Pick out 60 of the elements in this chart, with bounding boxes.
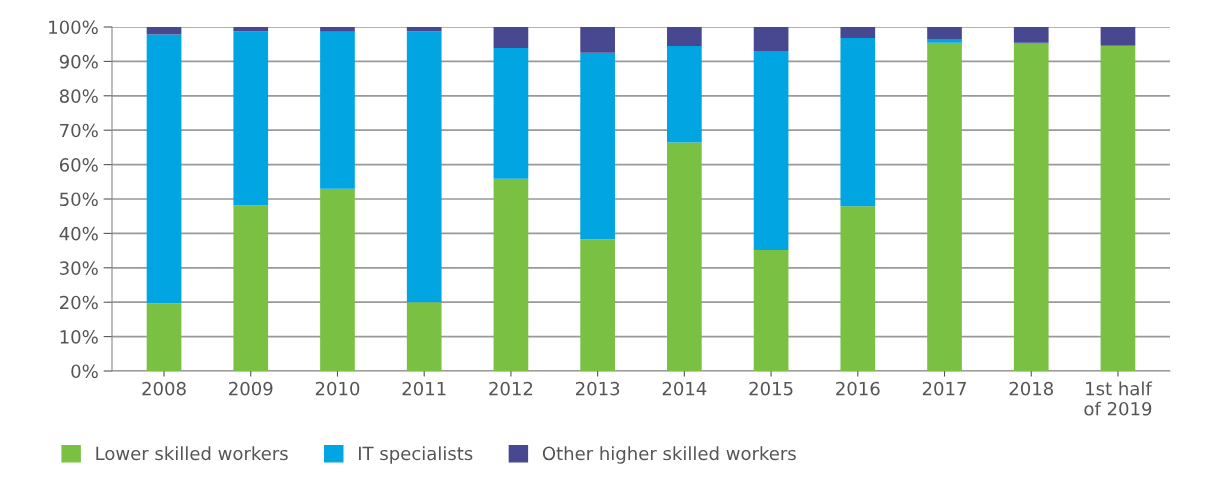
y-tick-label: 100% — [49, 20, 98, 35]
bar — [406, 302, 442, 371]
y-tick-label: 40% — [59, 226, 98, 241]
bar — [927, 42, 962, 371]
bar — [840, 38, 876, 207]
bar — [1013, 43, 1049, 371]
bar — [927, 39, 962, 43]
bar — [753, 51, 789, 250]
bar — [667, 45, 702, 143]
bar — [493, 27, 529, 48]
x-tick-label: 2012 — [489, 381, 533, 396]
y-tick-label: 70% — [60, 123, 98, 138]
x-tick-label: 2017 — [922, 381, 966, 396]
bar — [667, 27, 702, 46]
y-tick-label: 50% — [60, 192, 98, 207]
x-tick-label: 1st half of 2019 — [1084, 381, 1153, 416]
bar — [146, 303, 182, 371]
bar — [493, 178, 529, 371]
x-tick-label: 2014 — [662, 381, 707, 396]
x-tick-label: 2016 — [836, 381, 880, 396]
bar — [840, 206, 876, 371]
bar — [580, 27, 615, 53]
legend-label: Other higher skilled workers — [542, 446, 796, 464]
x-tick-label: 2008 — [142, 381, 186, 396]
bar — [320, 31, 355, 189]
bar — [840, 27, 876, 39]
bar — [753, 249, 789, 371]
bar — [667, 142, 702, 371]
bar — [580, 239, 615, 371]
bar — [580, 52, 615, 240]
bar — [406, 31, 442, 303]
y-tick-label: 30% — [60, 261, 98, 275]
bar — [233, 205, 269, 371]
bar — [146, 34, 182, 304]
bar — [233, 31, 269, 206]
y-tick-label: 0% — [71, 364, 98, 379]
bar — [146, 27, 182, 35]
bar — [406, 27, 442, 32]
x-tick-label: 2015 — [749, 381, 793, 396]
bar — [1100, 45, 1136, 371]
x-tick-label: 2011 — [402, 381, 446, 396]
x-tick-label: 2010 — [315, 381, 360, 396]
y-tick-label: 10% — [60, 330, 98, 344]
bar — [753, 27, 789, 52]
bar — [927, 27, 962, 40]
bar — [233, 27, 269, 32]
legend-label: Lower skilled workers — [96, 446, 288, 461]
bar — [1100, 27, 1136, 45]
bar — [320, 188, 355, 371]
y-tick-label: 60% — [59, 158, 98, 172]
bar — [493, 47, 529, 179]
x-tick-label: 2009 — [229, 381, 273, 396]
bar — [320, 27, 355, 32]
bar — [1013, 27, 1049, 43]
y-tick-label: 90% — [59, 54, 98, 69]
y-tick-label: 20% — [60, 295, 98, 310]
y-tick-label: 80% — [59, 89, 98, 103]
x-tick-label: 2018 — [1009, 381, 1053, 396]
legend-label: IT specialists — [359, 446, 473, 464]
x-tick-label: 2013 — [575, 381, 620, 396]
